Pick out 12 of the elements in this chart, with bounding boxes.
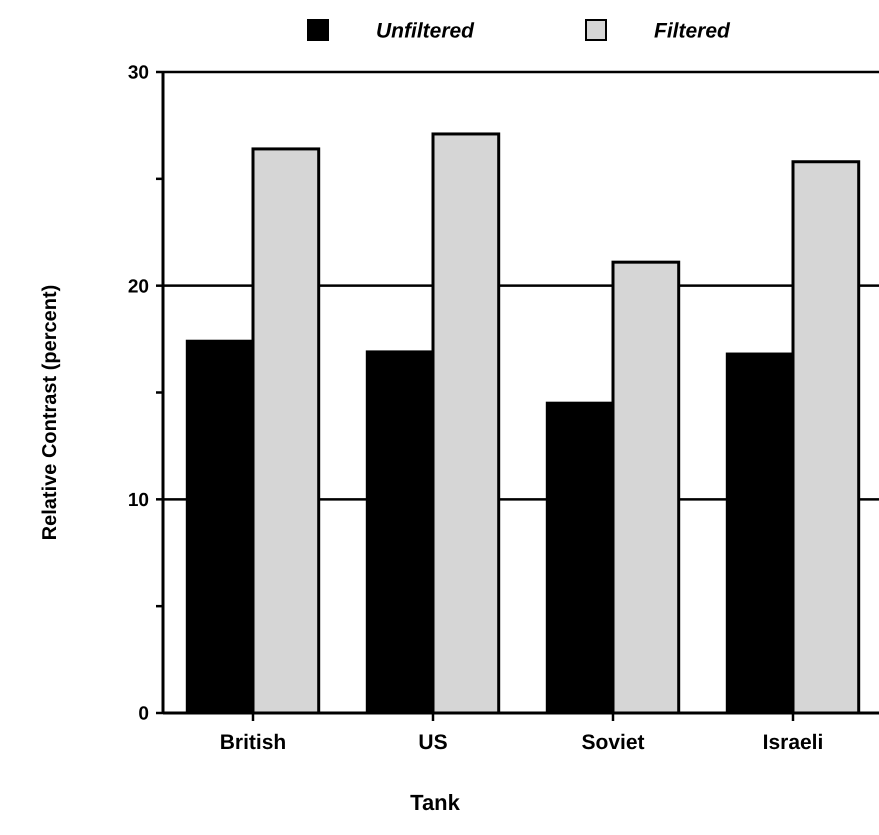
legend-label: Filtered bbox=[654, 19, 732, 42]
x-tick-label: US bbox=[418, 731, 448, 754]
x-axis-title: Tank bbox=[410, 790, 461, 815]
x-tick-label: British bbox=[220, 731, 286, 754]
y-tick-label: 0 bbox=[138, 704, 149, 725]
y-tick-label: 30 bbox=[128, 62, 149, 84]
y-tick-label: 10 bbox=[128, 490, 149, 511]
legend-label: Unfiltered bbox=[376, 19, 476, 42]
y-axis-title: Relative Contrast (percent) bbox=[39, 284, 61, 540]
x-tick-label: Soviet bbox=[581, 731, 645, 754]
x-tick-label: Israeli bbox=[762, 731, 824, 754]
y-tick-label: 20 bbox=[128, 276, 149, 298]
